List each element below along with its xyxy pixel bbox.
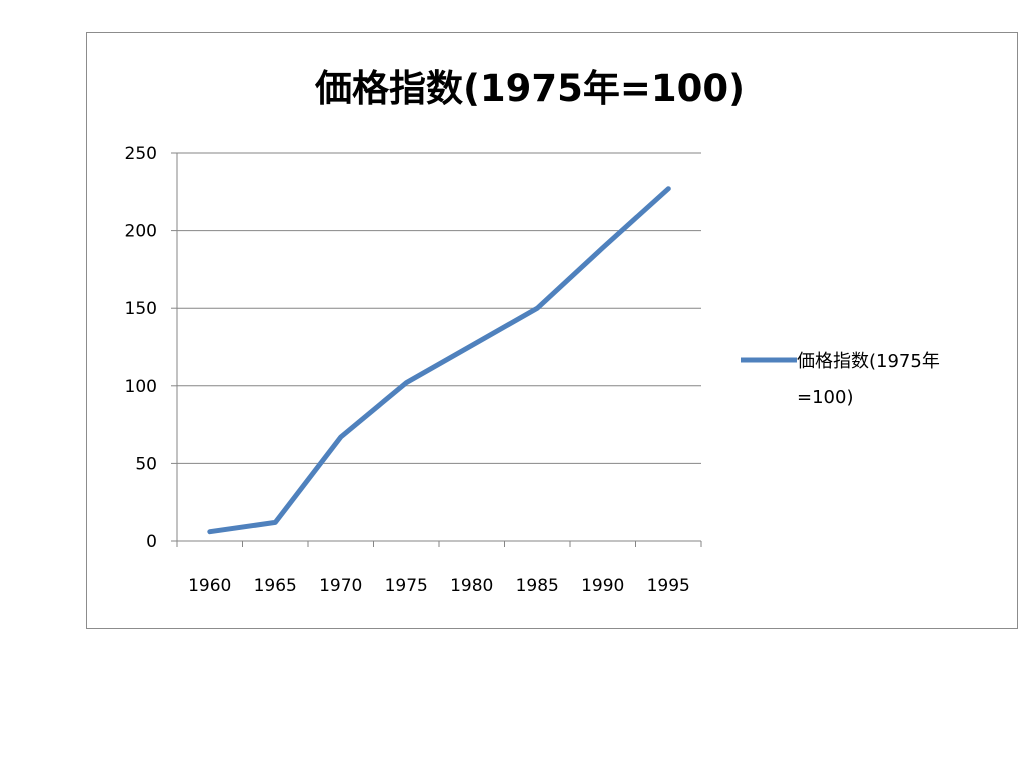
series-layer [207,186,671,535]
x-tick-label: 1985 [516,576,559,596]
y-tick-label: 100 [125,377,157,397]
x-tick-label: 1960 [188,576,231,596]
x-tick-label: 1965 [254,576,297,596]
data-point [404,380,409,385]
data-point [666,186,671,191]
data-point [469,343,474,348]
legend-label: 価格指数(1975年 [797,351,940,372]
data-point [338,435,343,440]
y-tick-labels: 0 50 100 150 200 250 [125,144,157,552]
x-tick-label: 1980 [450,576,493,596]
legend-label: =100) [797,387,853,408]
chart-frame: 価格指数(1975年 =100) 0 50 100 150 200 250 1960 1965… [86,32,1018,629]
x-tick-label: 1975 [385,576,428,596]
legend: 価格指数(1975年 =100) [741,351,940,408]
y-tick-label: 150 [125,299,157,319]
y-tick-label: 200 [125,222,157,242]
x-tick-label: 1990 [581,576,624,596]
data-point [273,520,278,525]
gridlines [177,152,701,464]
axes [171,152,702,547]
series-line [207,186,671,535]
x-tick-label: 1995 [647,576,690,596]
data-point [207,529,212,534]
data-point [600,245,605,250]
y-tick-label: 0 [146,532,157,552]
x-tick-label: 1970 [319,576,362,596]
y-tick-label: 250 [125,144,157,164]
x-tick-labels: 1960 1965 1970 1975 1980 1985 1990 1995 [188,576,690,596]
data-point [535,306,540,311]
y-tick-label: 50 [135,454,157,474]
chart-svg: 価格指数(1975年 =100) 0 50 100 150 200 250 1960 1965… [125,67,940,596]
chart-title: 価格指数(1975年=100) [314,67,745,110]
